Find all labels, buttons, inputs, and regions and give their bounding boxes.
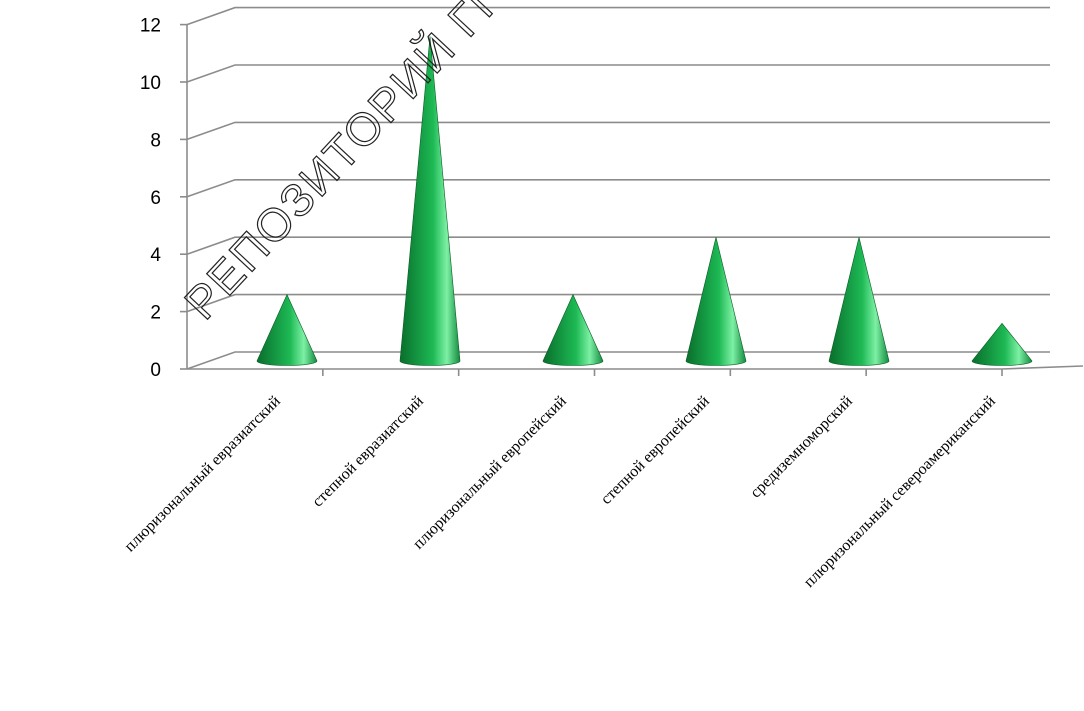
watermark: РЕПОЗИТОРИЙ ГГ xyxy=(174,0,512,329)
y-tick-label: 10 xyxy=(140,73,161,94)
y-axis-tick-labels: 0 2 4 6 8 10 12 xyxy=(140,16,162,381)
gridline xyxy=(186,64,1050,83)
y-tick-label: 4 xyxy=(150,245,161,266)
x-axis-tick-labels: плюризональный евразиатский степной евраз… xyxy=(121,392,999,591)
y-tick-label: 0 xyxy=(150,360,161,381)
cone-bar xyxy=(256,293,318,366)
gridline xyxy=(186,293,1050,313)
x-tick-label: средиземноморский xyxy=(747,392,856,501)
x-tick-label: плюризональный европейский xyxy=(410,393,570,553)
cone-bar xyxy=(542,293,604,366)
gridline xyxy=(186,121,1050,141)
gridline xyxy=(186,6,1050,26)
x-tick-label: плюризональный евразиатский xyxy=(121,392,284,555)
cone-bar xyxy=(828,237,890,366)
gridline xyxy=(186,236,1050,255)
x-axis-right-edge xyxy=(1001,365,1084,370)
y-tick-label: 6 xyxy=(150,188,161,209)
axes xyxy=(180,23,1084,376)
x-tick-label: степной европейский xyxy=(598,392,713,507)
cones xyxy=(256,36,1033,366)
y-tick-label: 12 xyxy=(140,16,161,37)
y-tick-label: 2 xyxy=(150,303,161,324)
cone-bar xyxy=(685,237,747,366)
x-tick-label: степной евразиатский xyxy=(309,393,427,511)
gridlines xyxy=(186,6,1050,370)
cone-bar xyxy=(399,36,461,366)
y-tick-label: 8 xyxy=(150,130,161,151)
gridline xyxy=(186,351,1050,370)
gridline xyxy=(186,179,1050,198)
cone-bar xyxy=(971,322,1033,366)
